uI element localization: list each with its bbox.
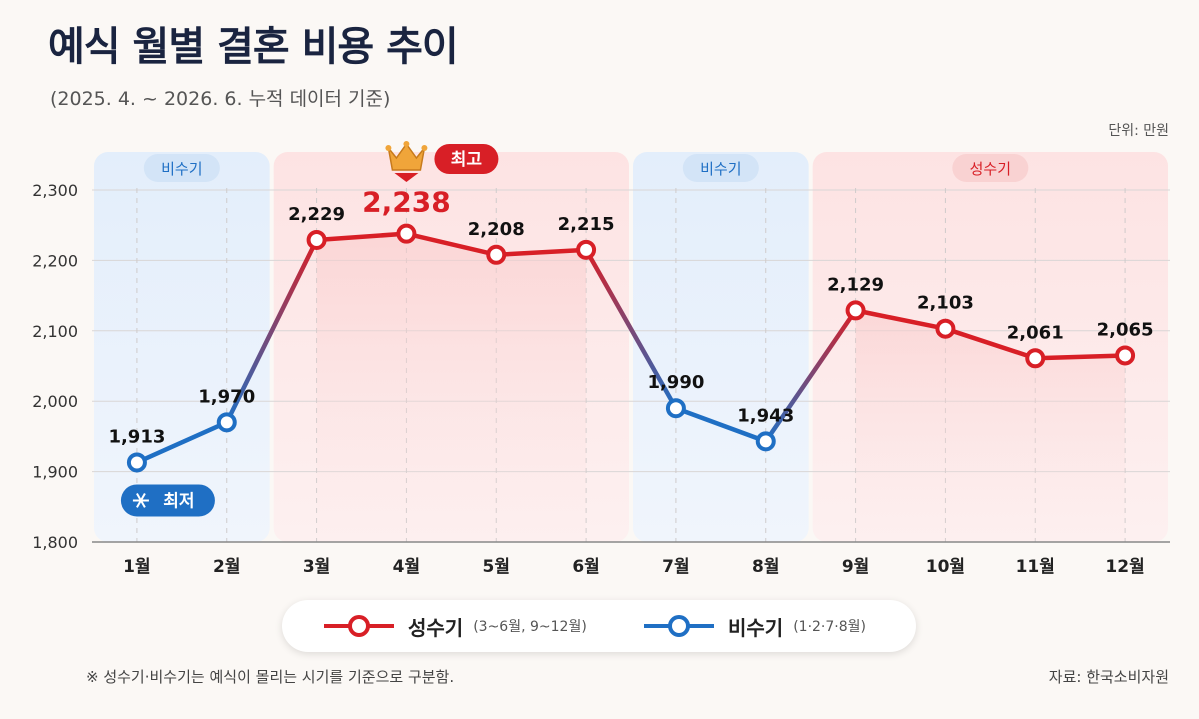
data-label: 2,103 bbox=[917, 293, 974, 314]
series-line-segment bbox=[314, 231, 409, 243]
x-tick-label: 6월 bbox=[572, 557, 599, 577]
legend-off-swatch bbox=[644, 615, 714, 637]
data-point bbox=[665, 398, 686, 419]
legend-peak-note: (3~6월, 9~12월) bbox=[473, 619, 587, 635]
data-point bbox=[1115, 345, 1136, 366]
y-tick-label: 2,000 bbox=[32, 392, 78, 411]
data-label: 2,238 bbox=[362, 186, 451, 219]
chart-legend: 성수기 (3~6월, 9~12월) 비수기 (1·2·7·8월) bbox=[282, 600, 916, 652]
x-tick-label: 7월 bbox=[662, 557, 689, 577]
season-band-label-3: 성수기 bbox=[970, 160, 1011, 178]
y-tick-label: 2,200 bbox=[32, 251, 78, 270]
data-point bbox=[576, 239, 597, 260]
data-label: 1,990 bbox=[647, 372, 704, 393]
season-band-pill-2 bbox=[682, 154, 759, 182]
series-line-segment bbox=[134, 420, 229, 465]
x-tick-label: 1월 bbox=[123, 557, 150, 577]
series-line-segment bbox=[1033, 353, 1128, 361]
legend-item-peak: 성수기 (3~6월, 9~12월) bbox=[322, 600, 587, 652]
legend-peak-swatch bbox=[324, 615, 394, 637]
data-point bbox=[126, 452, 147, 473]
x-tick-label: 2월 bbox=[213, 557, 240, 577]
data-label: 2,061 bbox=[1007, 322, 1064, 343]
data-label: 1,970 bbox=[198, 386, 255, 407]
footnote: ※ 성수기·비수기는 예식이 몰리는 시기를 기준으로 구분함. bbox=[86, 668, 455, 686]
x-tick-label: 3월 bbox=[303, 557, 330, 577]
series-line-segment bbox=[673, 405, 768, 444]
source-note: 자료: 한국소비자원 bbox=[1048, 668, 1169, 686]
y-tick-label: 1,900 bbox=[32, 463, 78, 482]
legend-off-note: (1·2·7·8월) bbox=[793, 619, 866, 635]
x-tick-label: 11월 bbox=[1016, 557, 1055, 577]
peak-area-0 bbox=[316, 233, 587, 542]
data-point bbox=[845, 300, 866, 321]
page-title: 예식 월별 결혼 비용 추이 bbox=[48, 24, 459, 70]
data-label: 2,229 bbox=[288, 204, 345, 225]
legend-off-name: 비수기 bbox=[728, 615, 784, 640]
data-label: 2,215 bbox=[558, 214, 615, 235]
data-label: 2,065 bbox=[1097, 319, 1154, 340]
data-label: 2,129 bbox=[827, 274, 884, 295]
series-line-segment bbox=[583, 247, 679, 411]
x-tick-label: 8월 bbox=[752, 557, 779, 577]
lowest-badge-label: 최저 bbox=[163, 491, 194, 511]
x-tick-label: 5월 bbox=[483, 557, 510, 577]
unit-label: 단위: 만원 bbox=[1108, 123, 1169, 139]
series-line-segment bbox=[224, 237, 319, 425]
peak-area-1 bbox=[855, 310, 1126, 542]
season-band-0 bbox=[94, 152, 270, 542]
data-label: 1,943 bbox=[737, 405, 794, 426]
season-band-label-0: 비수기 bbox=[161, 160, 202, 178]
series-line-segment bbox=[853, 308, 948, 331]
data-point bbox=[755, 431, 776, 452]
data-point bbox=[216, 412, 237, 433]
highest-badge-label: 최고 bbox=[451, 150, 483, 170]
x-tick-label: 9월 bbox=[842, 557, 869, 577]
x-tick-label: 4월 bbox=[393, 557, 420, 577]
data-label: 2,208 bbox=[468, 219, 525, 240]
series-line-segment bbox=[943, 326, 1038, 361]
series-line-segment bbox=[494, 247, 589, 258]
snowflake-icon bbox=[132, 493, 149, 508]
highest-badge bbox=[434, 144, 499, 174]
data-point bbox=[396, 223, 417, 244]
y-tick-label: 2,100 bbox=[32, 322, 78, 341]
season-band-label-2: 비수기 bbox=[700, 160, 741, 178]
legend-item-off: 비수기 (1·2·7·8월) bbox=[642, 600, 866, 652]
data-point bbox=[306, 229, 327, 250]
x-tick-label: 12월 bbox=[1105, 557, 1144, 577]
page-subtitle: (2025. 4. ~ 2026. 6. 누적 데이터 기준) bbox=[50, 88, 391, 110]
y-tick-label: 2,300 bbox=[32, 181, 78, 200]
season-band-pill-3 bbox=[952, 154, 1029, 182]
crown-icon bbox=[385, 141, 428, 182]
season-band-pill-0 bbox=[143, 154, 220, 182]
data-label: 1,913 bbox=[108, 426, 165, 447]
y-tick-label: 1,800 bbox=[32, 533, 78, 552]
series-line-segment bbox=[763, 308, 858, 444]
season-band-2 bbox=[633, 152, 809, 542]
data-point bbox=[935, 318, 956, 339]
legend-peak-name: 성수기 bbox=[408, 615, 464, 640]
series-line-segment bbox=[404, 231, 499, 258]
data-point bbox=[1025, 348, 1046, 369]
lowest-badge bbox=[120, 484, 215, 517]
x-tick-label: 10월 bbox=[926, 557, 965, 577]
data-point bbox=[486, 244, 507, 265]
